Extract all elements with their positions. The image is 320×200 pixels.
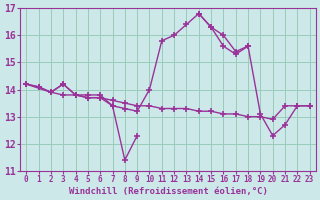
X-axis label: Windchill (Refroidissement éolien,°C): Windchill (Refroidissement éolien,°C) — [68, 187, 268, 196]
